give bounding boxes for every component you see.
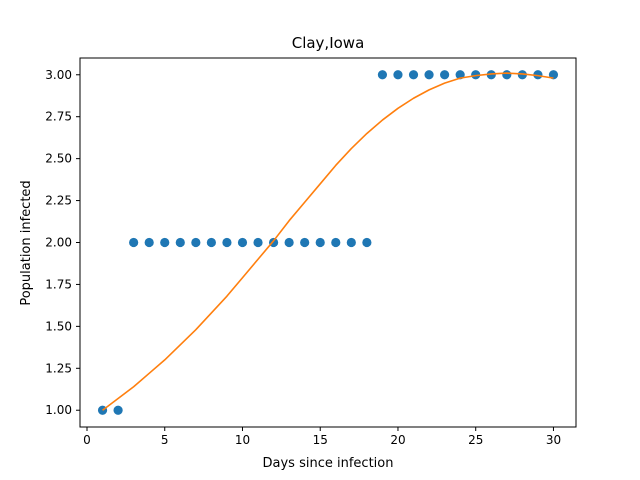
scatter-point	[362, 237, 372, 248]
x-tick-label: 0	[83, 433, 91, 447]
scatter-point	[191, 237, 201, 248]
scatter-point	[206, 237, 216, 248]
y-tick-label: 3.00	[45, 68, 72, 82]
scatter-point	[222, 237, 232, 248]
scatter-point	[440, 70, 450, 80]
scatter-point	[315, 237, 325, 248]
fit-line	[102, 72, 554, 411]
scatter-point	[533, 70, 543, 80]
scatter-point	[129, 237, 139, 248]
x-tick-label: 15	[313, 433, 328, 447]
scatter-point	[300, 237, 310, 248]
scatter-point	[408, 70, 419, 80]
scatter-point	[502, 70, 512, 80]
y-axis-label: Population infected	[19, 180, 34, 305]
scatter-point	[486, 70, 496, 80]
plot-area	[97, 70, 559, 415]
y-tick-label: 2.00	[45, 236, 72, 250]
scatter-point	[424, 70, 434, 80]
y-tick-label: 2.75	[45, 110, 72, 124]
scatter-point	[331, 237, 341, 248]
chart-title: Clay,Iowa	[292, 34, 365, 52]
scatter-point	[144, 237, 154, 248]
scatter-point	[253, 237, 263, 248]
scatter-point	[377, 70, 388, 80]
x-axis-label: Days since infection	[263, 456, 394, 471]
x-tick-label: 20	[390, 433, 405, 447]
y-tick-label: 2.25	[45, 194, 72, 208]
x-tick-label: 25	[468, 433, 483, 447]
y-tick-label: 1.75	[45, 277, 72, 291]
x-tick-label: 10	[235, 433, 250, 447]
scatter-point	[237, 237, 248, 248]
y-tick-label: 1.50	[45, 319, 72, 333]
scatter-point	[471, 70, 481, 80]
scatter-point	[517, 70, 527, 80]
y-tick-label: 1.00	[45, 403, 72, 417]
scatter-point	[175, 237, 185, 248]
x-tick-label: 5	[161, 433, 169, 447]
axes: 0 5 10 15 20 25 30 1.00 1.25 1.50 1.75 2.00 2.25 2.50…	[45, 57, 577, 447]
x-tick-label: 30	[546, 433, 561, 447]
scatter-point	[113, 405, 123, 415]
y-tick-label: 2.50	[45, 152, 72, 166]
scatter-point	[160, 237, 170, 248]
scatter-point	[268, 237, 279, 248]
y-tick-label: 1.25	[45, 361, 72, 375]
scatter-point	[284, 237, 294, 248]
scatter-point	[393, 70, 403, 80]
scatter-point	[346, 237, 356, 248]
